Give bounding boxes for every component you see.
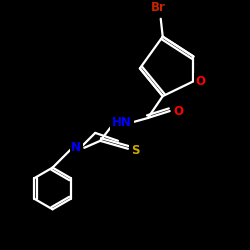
Text: Br: Br [151,1,166,14]
Text: S: S [131,144,139,157]
Text: O: O [196,75,205,88]
Text: HN: HN [112,116,132,130]
Text: N: N [71,141,81,154]
Text: O: O [174,104,184,118]
